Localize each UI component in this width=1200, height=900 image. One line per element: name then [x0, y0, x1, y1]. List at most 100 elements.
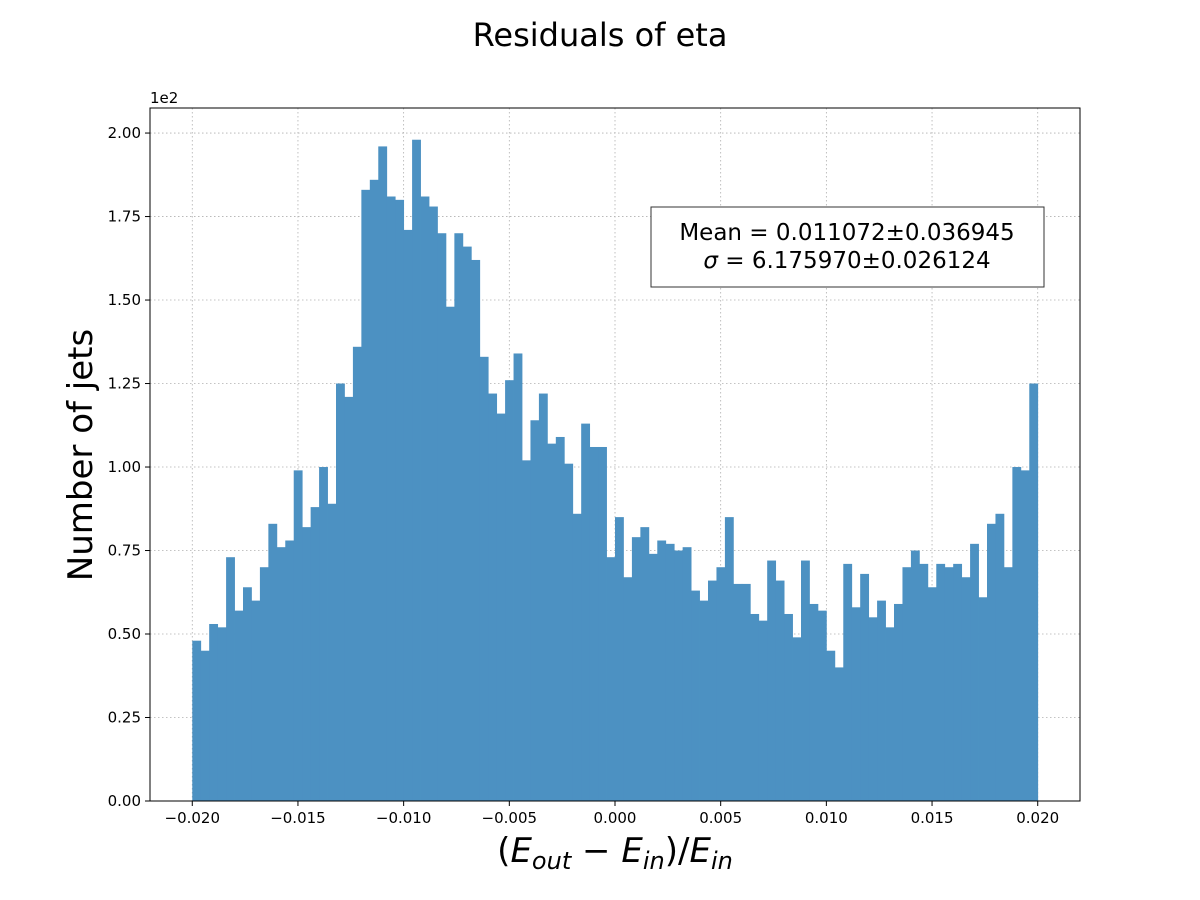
- y-tick-label: 0.75: [108, 542, 141, 560]
- histogram-bar: [724, 517, 734, 801]
- histogram-bar: [708, 580, 717, 801]
- histogram-bar: [733, 583, 743, 801]
- histogram-bar: [327, 503, 337, 801]
- histogram-bar: [378, 146, 388, 801]
- histogram-bar: [488, 393, 498, 801]
- histogram-bar: [293, 470, 303, 801]
- x-label-subscript: in: [711, 847, 733, 875]
- histogram-bar: [657, 540, 667, 801]
- histogram-bar: [319, 467, 328, 801]
- histogram-bar: [615, 517, 624, 801]
- histogram-bar: [648, 553, 658, 801]
- histogram-bar: [598, 446, 607, 801]
- x-tick-label: −0.005: [482, 809, 538, 827]
- histogram-bar: [674, 550, 684, 801]
- histogram-bar: [412, 139, 421, 801]
- chart-title: Residuals of eta: [473, 16, 728, 54]
- histogram-bar: [606, 557, 616, 801]
- histogram-bar: [479, 356, 489, 801]
- histogram-bar: [843, 563, 853, 801]
- histogram-bar: [420, 196, 430, 802]
- stats-mean: Mean = 0.011072±0.036945: [679, 220, 1014, 246]
- histogram-bar: [454, 233, 464, 801]
- stats-box: Mean = 0.011072±0.036945 σ = 6.175970±0.…: [650, 206, 1045, 288]
- histogram-bar: [809, 603, 819, 801]
- x-axis-ticks: −0.020 −0.015 −0.010 −0.005 0.000 0.005 0.010 0…: [165, 801, 1059, 827]
- histogram-bar: [716, 567, 726, 801]
- y-tick-label: 2.00: [108, 124, 141, 142]
- x-label-part: (: [497, 831, 510, 871]
- stats-sigma-symbol: σ: [703, 248, 719, 274]
- x-tick-label: 0.005: [699, 809, 742, 827]
- histogram-bar: [801, 560, 810, 801]
- histogram-bar: [226, 557, 235, 801]
- histogram-bar: [775, 580, 785, 801]
- x-axis-label: (Eout − Ein)/Ein: [497, 831, 733, 875]
- histogram-bar: [868, 617, 878, 801]
- histogram-bar: [910, 550, 920, 801]
- histogram-bar: [970, 543, 979, 801]
- histogram-bar: [1020, 470, 1030, 801]
- histogram-bar: [961, 577, 971, 801]
- histogram-bar: [471, 259, 481, 801]
- histogram-bar: [944, 567, 954, 801]
- histogram-bar: [445, 306, 455, 801]
- histogram-bar: [285, 540, 295, 801]
- histogram-bar: [336, 383, 345, 801]
- histogram-bar: [513, 353, 523, 801]
- histogram-bar: [369, 179, 379, 802]
- histogram-bar: [589, 446, 599, 801]
- histogram-bar: [259, 567, 269, 801]
- y-tick-label: 1.25: [108, 375, 141, 393]
- histogram-bar: [995, 513, 1005, 801]
- histogram-bar: [834, 667, 844, 801]
- histogram-bar: [437, 233, 447, 801]
- histogram-bar: [826, 650, 836, 801]
- stats-sigma-value: = 6.175970±0.026124: [718, 248, 991, 274]
- histogram-bar: [623, 577, 633, 801]
- histogram-bar: [631, 537, 641, 801]
- histogram-bar: [860, 573, 870, 801]
- histogram-bar: [200, 650, 210, 801]
- histogram-bar: [699, 600, 709, 801]
- histogram-bar: [877, 600, 886, 801]
- histogram-bar: [251, 600, 261, 801]
- histogram-bar: [792, 637, 802, 801]
- histogram-bar: [572, 513, 582, 801]
- histogram-bar: [665, 543, 675, 801]
- histogram-bar: [209, 623, 219, 801]
- histogram-bars: [192, 139, 1039, 802]
- histogram-bar: [758, 620, 768, 801]
- y-tick-label: 0.25: [108, 709, 141, 727]
- x-label-subscript: in: [643, 847, 665, 875]
- histogram-bar: [640, 527, 650, 801]
- histogram-bar: [538, 393, 548, 801]
- histogram-bar: [243, 587, 252, 801]
- histogram-bar: [750, 613, 760, 801]
- x-tick-label: −0.020: [165, 809, 221, 827]
- y-tick-label: 0.50: [108, 625, 141, 643]
- histogram-bar: [784, 613, 793, 801]
- x-tick-label: 0.015: [911, 809, 954, 827]
- histogram-bar: [192, 640, 202, 801]
- y-tick-label: 1.75: [108, 208, 141, 226]
- stats-sigma: σ = 6.175970±0.026124: [703, 248, 990, 274]
- histogram-bar: [352, 346, 362, 801]
- histogram-bar: [987, 523, 996, 801]
- histogram-bar: [682, 547, 692, 801]
- x-label-part: E: [689, 831, 711, 871]
- histogram-bar: [386, 196, 396, 802]
- y-offset-label: 1e2: [150, 89, 178, 107]
- x-label-part: )/: [665, 831, 690, 871]
- histogram-bar: [555, 436, 565, 801]
- y-tick-label: 1.00: [108, 458, 141, 476]
- histogram-bar: [496, 413, 506, 801]
- histogram-bar: [1012, 467, 1022, 801]
- histogram-bar: [564, 463, 574, 801]
- stats-box-frame: [650, 206, 1045, 288]
- histogram-bar: [741, 583, 751, 801]
- histogram-bar: [217, 627, 227, 801]
- histogram-bar: [885, 627, 895, 801]
- histogram-bar: [581, 423, 591, 801]
- x-label-part: E: [621, 831, 643, 871]
